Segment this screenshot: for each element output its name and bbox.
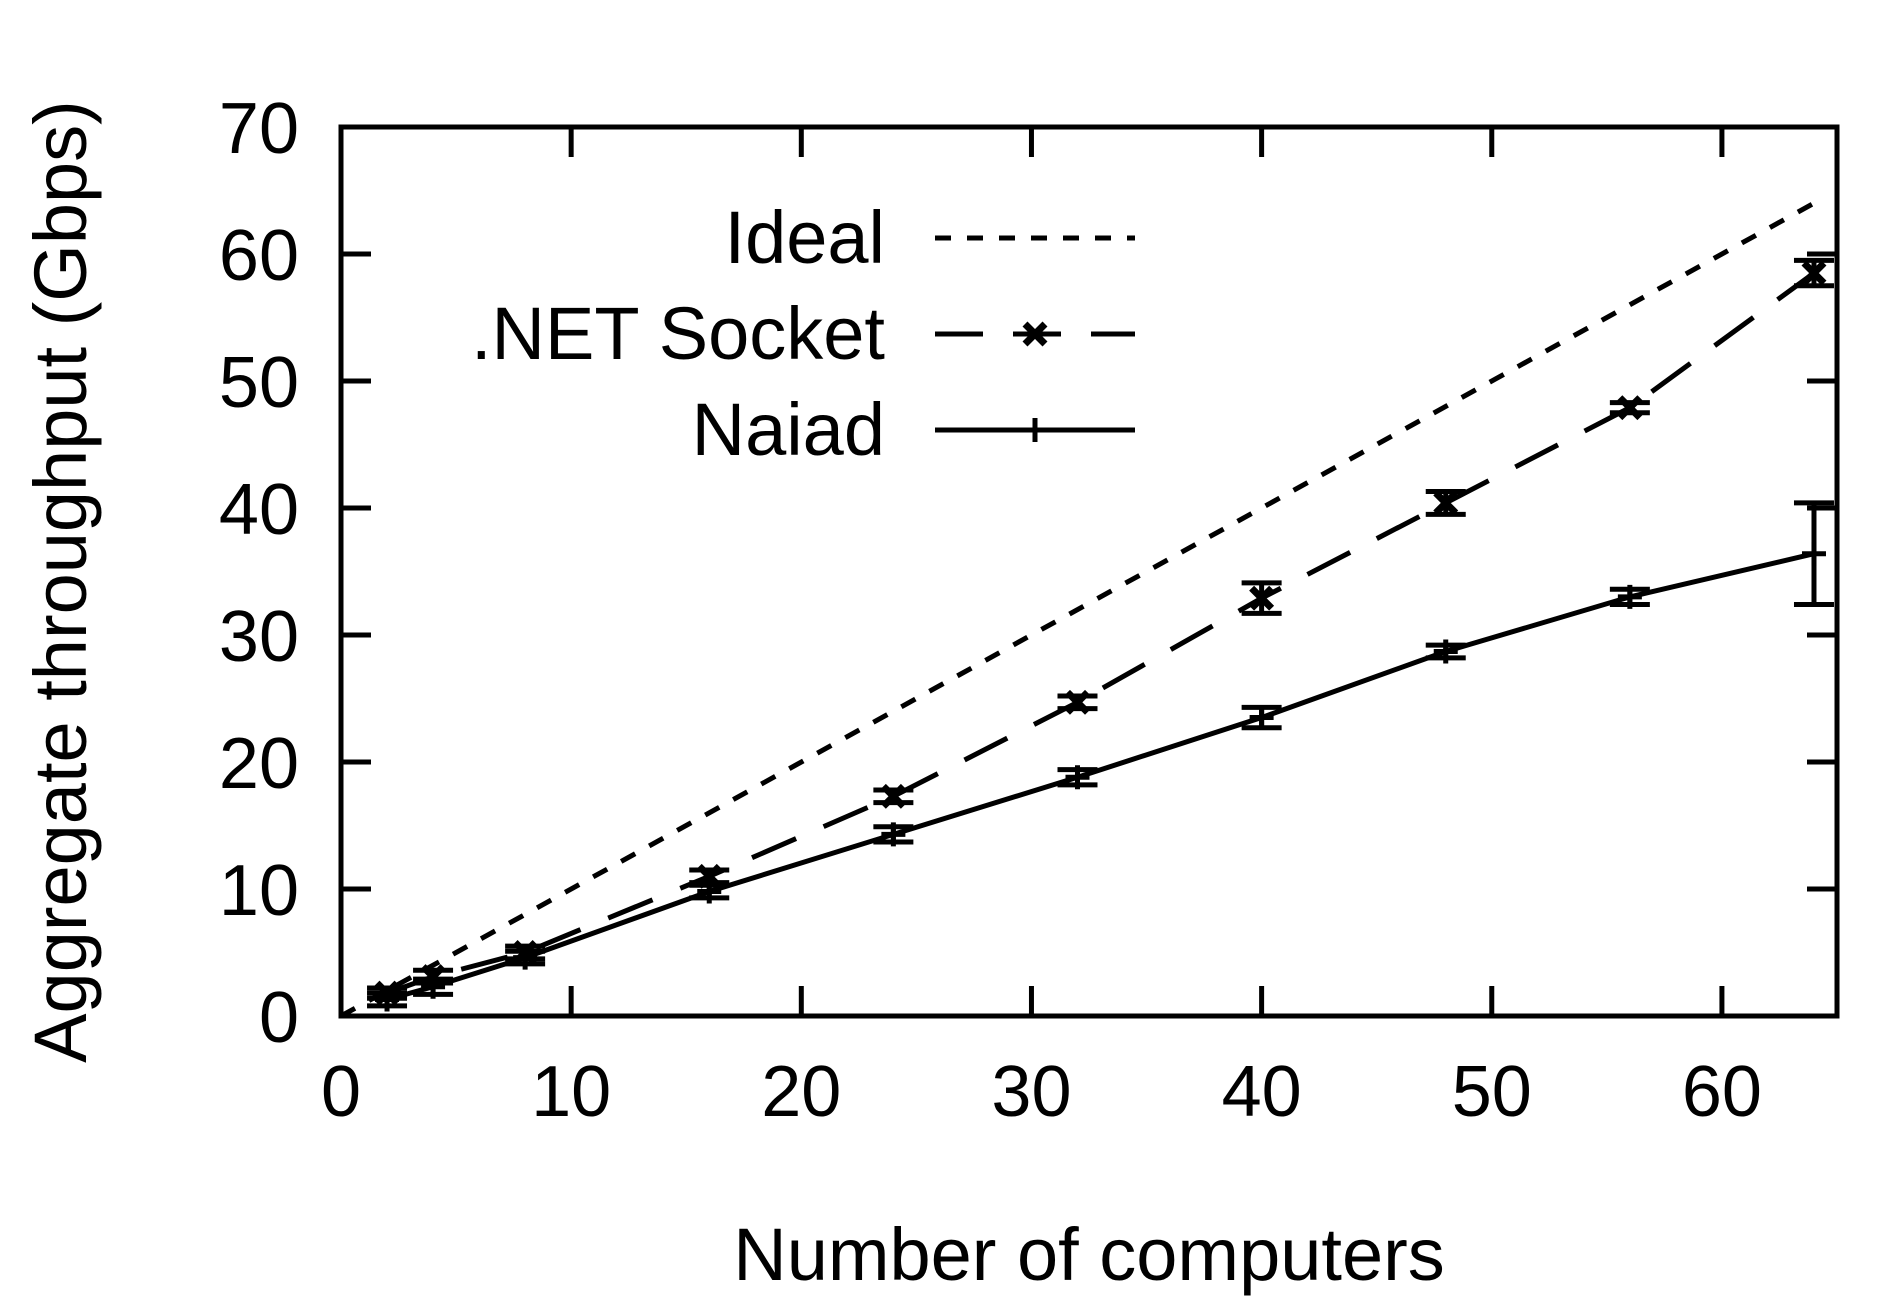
data-point <box>1617 584 1642 609</box>
legend-marker <box>1023 418 1047 442</box>
y-tick-label: 50 <box>219 343 299 423</box>
legend-marker <box>1022 321 1048 347</box>
data-point <box>1065 689 1090 715</box>
tick-labels: 0 10 20 30 40 50 60 0 10 20 30 40 50 60 70 <box>219 89 1762 1132</box>
data-point <box>375 987 400 1012</box>
legend-label: Naiad <box>692 388 885 471</box>
data-point <box>1801 260 1827 286</box>
y-tick-label: 10 <box>219 851 299 931</box>
y-tick-label: 20 <box>219 724 299 804</box>
y-tick-label: 30 <box>219 597 299 677</box>
x-axis-title: Number of computers <box>733 1213 1445 1296</box>
x-tick-label: 20 <box>761 1052 841 1132</box>
data-point <box>880 783 906 809</box>
data-point <box>1249 705 1274 730</box>
y-tick-label: 0 <box>259 978 299 1058</box>
series-layer <box>339 201 1834 1019</box>
series-line <box>339 201 1816 1019</box>
data-point <box>1617 395 1643 421</box>
data-point <box>1433 490 1459 516</box>
data-point <box>697 879 722 904</box>
data-point <box>1433 639 1458 664</box>
data-point <box>513 945 538 970</box>
x-tick-label: 50 <box>1452 1052 1532 1132</box>
axis-ticks <box>338 124 1837 1019</box>
x-tick-label: 0 <box>321 1052 361 1132</box>
y-axis-title: Aggregate throughput (Gbps) <box>19 100 102 1063</box>
series-ideal <box>339 201 1816 1019</box>
data-point <box>1065 765 1090 790</box>
legend: Ideal .NET Socket Naiad <box>471 196 1135 471</box>
y-tick-label: 70 <box>219 89 299 169</box>
x-tick-label: 30 <box>991 1052 1071 1132</box>
y-tick-label: 40 <box>219 470 299 550</box>
data-point <box>1249 585 1275 611</box>
series-naiad <box>367 500 1834 1012</box>
series-line <box>386 271 1816 996</box>
legend-label: .NET Socket <box>471 292 885 375</box>
legend-label: Ideal <box>725 196 885 279</box>
x-tick-label: 60 <box>1682 1052 1762 1132</box>
x-tick-label: 10 <box>531 1052 611 1132</box>
data-point <box>421 974 446 999</box>
y-tick-label: 60 <box>219 216 299 296</box>
x-tick-label: 40 <box>1222 1052 1302 1132</box>
data-point <box>1801 541 1826 566</box>
plot-border <box>338 124 1840 1019</box>
series-line <box>386 551 1815 1002</box>
plot-frame <box>338 124 1840 1019</box>
data-point <box>881 822 906 847</box>
